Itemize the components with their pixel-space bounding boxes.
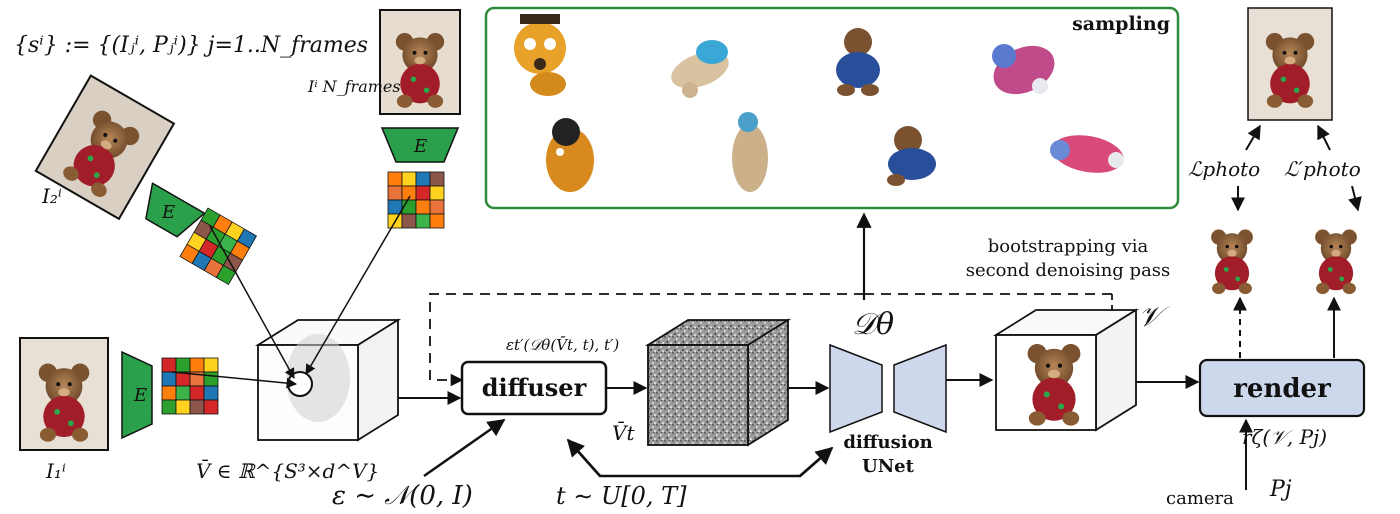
time-formula: t ∼ U[0, T] [556, 482, 687, 510]
encoder-label-2: E [161, 202, 175, 223]
unet-label-line2: UNet [862, 456, 915, 477]
rendered-output-2 [1315, 229, 1357, 295]
feature-grid-cell [203, 385, 219, 401]
feature-grid-cell [415, 199, 431, 215]
denoiser-label: 𝒟θ [852, 307, 894, 342]
feature-grid-cell [203, 399, 219, 415]
sampling-samples [514, 14, 1124, 192]
bootstrapping-line1: bootstrapping via [988, 236, 1149, 257]
feature-grid-cell [387, 171, 403, 187]
vbar-t-label: V̄t [612, 420, 635, 445]
feature-grid-cell [215, 264, 237, 286]
feature-grid-cell [429, 213, 445, 229]
encoder-label-3: E [413, 136, 427, 157]
feature-grid-cell [429, 171, 445, 187]
pose-label: Pj [1269, 477, 1292, 502]
sample-toy-7 [887, 126, 936, 186]
frame-2-label: I₂ⁱ [41, 184, 62, 208]
feature-grid-cell [203, 357, 219, 373]
target-photo [1247, 7, 1333, 121]
unet-label-line1: diffusion [843, 432, 932, 453]
encoder-trapezoid-icon [145, 182, 206, 238]
noise-formula: ε ∼ 𝒩(0, I) [332, 481, 473, 511]
feature-grid-cell [175, 357, 191, 373]
aggregation-cube [254, 318, 402, 442]
rendered-output-1 [1211, 229, 1253, 295]
photo-loss-label: ℒphoto [1188, 157, 1260, 181]
feature-grid-cell [415, 185, 431, 201]
set-definition-formula: {sⁱ} := {(Iⱼⁱ, Pⱼⁱ)} j=1..N_frames [14, 33, 368, 58]
feature-grid-icon [161, 357, 219, 415]
feature-grid-cell [401, 213, 417, 229]
frame-n-photo [379, 9, 461, 115]
feature-grid-cell [161, 385, 177, 401]
vbar-space-formula: V̄ ∈ ℝ^{S³×d^V} [196, 458, 379, 483]
unet-hourglass-icon [829, 343, 947, 434]
frame-n-label: Iⁱ N_frames [307, 77, 401, 96]
feature-grid-cell [429, 185, 445, 201]
bootstrapping-line2: second denoising pass [966, 260, 1171, 281]
render-function-formula: rζ(𝒱, Pj) [1242, 425, 1327, 449]
feature-grid-cell [203, 371, 219, 387]
noised-prediction-formula: εt′(𝒟θ(V̄t, t), t′) [506, 336, 619, 354]
feature-grid-cell [415, 213, 431, 229]
denoised-volume-cube [992, 308, 1140, 432]
feature-grid-cell [161, 357, 177, 373]
sample-toy-3 [836, 28, 880, 96]
frame-1-label: I₁ⁱ [45, 459, 66, 483]
feature-grid-cell [161, 399, 177, 415]
feature-grid-cell [175, 385, 191, 401]
sample-toy-4 [992, 44, 1055, 95]
photo-loss-prime-label: ℒ′photo [1284, 157, 1361, 181]
feature-grid-cell [415, 171, 431, 187]
sample-toy-2 [671, 40, 729, 98]
frame-2-photo [34, 74, 176, 221]
frame-1-photo [19, 337, 109, 451]
feature-grid-cell [387, 185, 403, 201]
feature-grid-cell [161, 371, 177, 387]
encoder-label-1: E [133, 385, 147, 406]
render-box [1198, 358, 1366, 418]
feature-grid-cell [189, 385, 205, 401]
volume-label: 𝒱 [1138, 300, 1170, 333]
encoder-trapezoid-icon [121, 350, 153, 440]
feature-grid-cell [175, 399, 191, 415]
feature-grid-cell [401, 171, 417, 187]
encoder-trapezoid-icon [380, 127, 460, 163]
sample-toy-1 [514, 14, 566, 96]
sample-toy-8 [1050, 135, 1124, 173]
sample-toy-5 [546, 118, 594, 192]
render-label: render [1233, 374, 1331, 404]
sampling-title: sampling [1072, 13, 1170, 35]
feature-grid-cell [189, 399, 205, 415]
camera-label: camera [1166, 488, 1234, 509]
noisy-volume-cube [644, 318, 792, 447]
sample-toy-6 [732, 112, 768, 192]
diffuser-label: diffuser [482, 373, 587, 402]
feature-grid-cell [429, 199, 445, 215]
feature-grid-cell [189, 357, 205, 373]
feature-grid-icon [179, 207, 258, 286]
